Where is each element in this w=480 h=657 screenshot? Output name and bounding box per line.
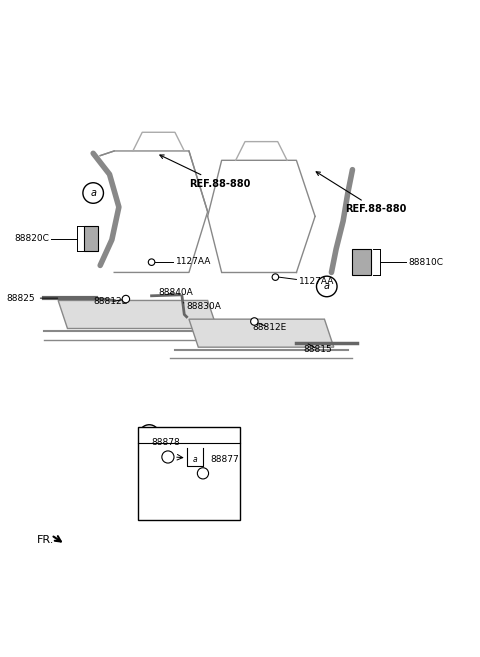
Circle shape [148,259,155,265]
Text: REF.88-880: REF.88-880 [316,171,407,214]
Text: a: a [90,188,96,198]
Text: 88812E: 88812E [252,323,286,332]
Text: 88877: 88877 [210,455,239,464]
Text: REF.88-880: REF.88-880 [160,155,251,189]
Text: 88810C: 88810C [408,258,444,267]
Polygon shape [189,319,334,347]
Text: a: a [324,281,330,292]
Text: FR.: FR. [37,535,55,545]
Text: a: a [146,430,152,440]
Polygon shape [84,226,98,252]
FancyBboxPatch shape [138,426,240,520]
Text: 88878: 88878 [152,438,180,447]
Text: 88840A: 88840A [158,288,193,296]
Polygon shape [352,249,371,275]
Text: 88820C: 88820C [14,235,49,243]
Text: 88830A: 88830A [183,302,221,311]
Text: 88825: 88825 [6,294,58,303]
Circle shape [122,296,130,303]
Text: 1127AA: 1127AA [176,257,211,266]
Text: a: a [192,455,197,464]
Circle shape [251,318,258,325]
Text: 1127AA: 1127AA [299,277,334,286]
Text: 88815: 88815 [303,344,332,354]
Polygon shape [58,300,217,328]
Circle shape [272,274,279,281]
Text: 88812E: 88812E [93,298,127,306]
